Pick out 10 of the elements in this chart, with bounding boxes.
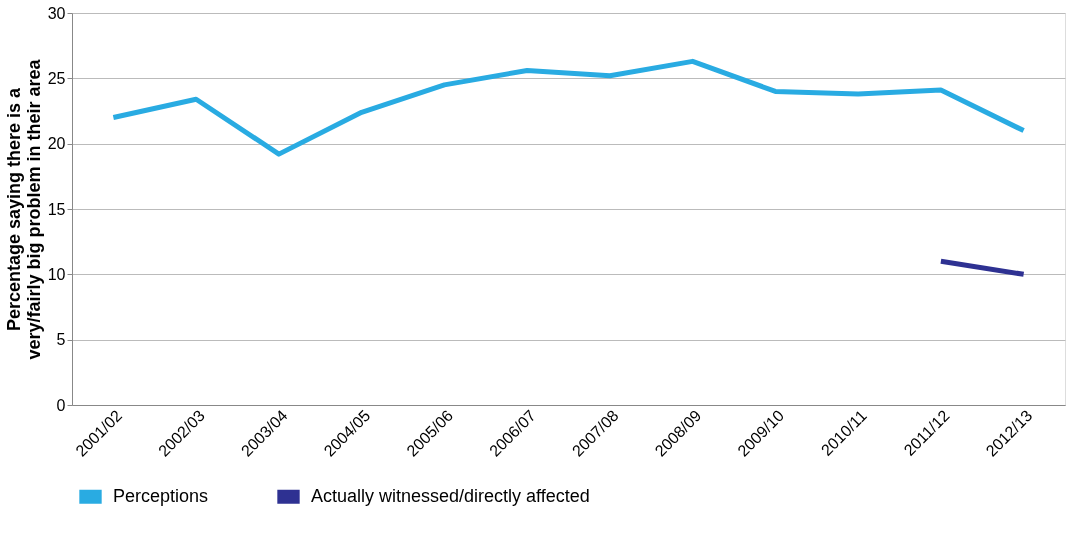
y-tick-label: 15 xyxy=(47,200,66,218)
y-tick-label: 30 xyxy=(47,4,66,22)
y-tick-label: 0 xyxy=(56,396,66,414)
y-tick-label: 25 xyxy=(47,69,66,87)
y-tick-label: 20 xyxy=(47,135,66,153)
y-tick-label: 5 xyxy=(56,331,66,349)
y-tick-label: 10 xyxy=(47,265,66,283)
y-axis-title: Percentage saying there is a very/fairly big problem in their area xyxy=(3,58,44,360)
legend-label: Actually witnessed/directly affected xyxy=(311,485,590,506)
legend-label: Perceptions xyxy=(113,485,209,506)
